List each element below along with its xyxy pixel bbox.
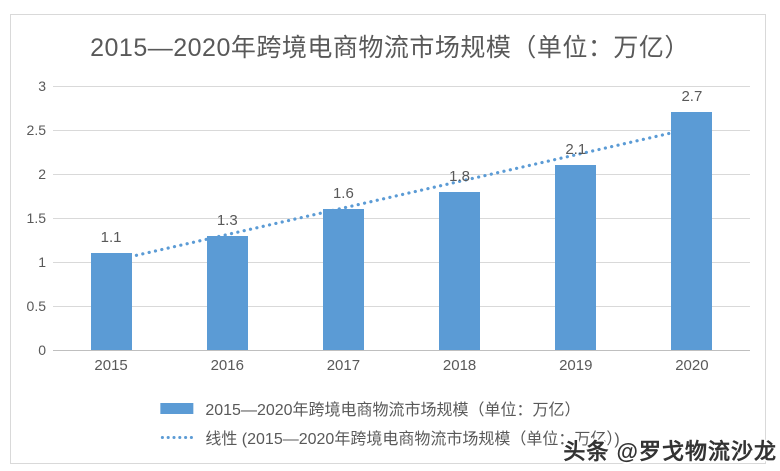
bar-swatch-icon [160,402,198,414]
bar-value-label: 2.7 [681,88,703,106]
legend-item-series: 2015—2020年跨境电商物流市场规模（单位：万亿） [160,396,581,420]
x-tick-label: 2017 [326,357,361,374]
gridline [53,262,750,263]
bar-value-label: 1.1 [100,229,122,247]
bar-value-label: 1.6 [332,185,354,203]
chart-title: 2015—2020年跨境电商物流市场规模（单位：万亿） [90,34,690,62]
x-tick-label: 2018 [442,357,477,374]
y-tick-label: 1.5 [26,210,46,226]
bar [671,112,713,350]
legend-label-trendline: 线性 (2015—2020年跨境电商物流市场规模（单位：万亿）) [205,431,620,448]
y-tick-label: 1 [38,254,46,270]
bar-value-label: 1.8 [449,167,470,185]
gridline [53,306,750,307]
gridline [53,86,750,87]
x-tick-label: 2015 [94,357,128,374]
y-tick-label: 2 [38,166,46,182]
bar [206,235,248,350]
legend-item-trendline: 线性 (2015—2020年跨境电商物流市场规模（单位：万亿）) [160,425,620,449]
y-tick-label: 3 [38,78,46,94]
bar-value-label: 1.3 [216,211,238,229]
bar [555,165,597,350]
gridline [53,174,750,175]
chart-frame [10,14,766,464]
x-tick-label: 2016 [210,357,244,374]
watermark: 头条 @罗戈物流沙龙 [563,439,777,464]
gridline [53,130,750,131]
dotted-line-swatch-icon [160,435,198,440]
y-tick-label: 2.5 [26,122,46,138]
bar [322,209,364,350]
bar [439,191,481,350]
bar-value-label: 2.1 [565,141,587,159]
y-tick-label: 0.5 [26,298,46,314]
legend: 2015—2020年跨境电商物流市场规模（单位：万亿） 线性 (2015—202… [160,396,620,449]
x-axis-line [53,350,750,351]
gridline [53,218,750,219]
x-tick-label: 2019 [559,357,593,374]
bar [90,253,132,350]
y-tick-label: 0 [38,342,46,358]
x-tick-label: 2020 [675,357,709,374]
legend-label-series: 2015—2020年跨境电商物流市场规模（单位：万亿） [205,402,581,419]
